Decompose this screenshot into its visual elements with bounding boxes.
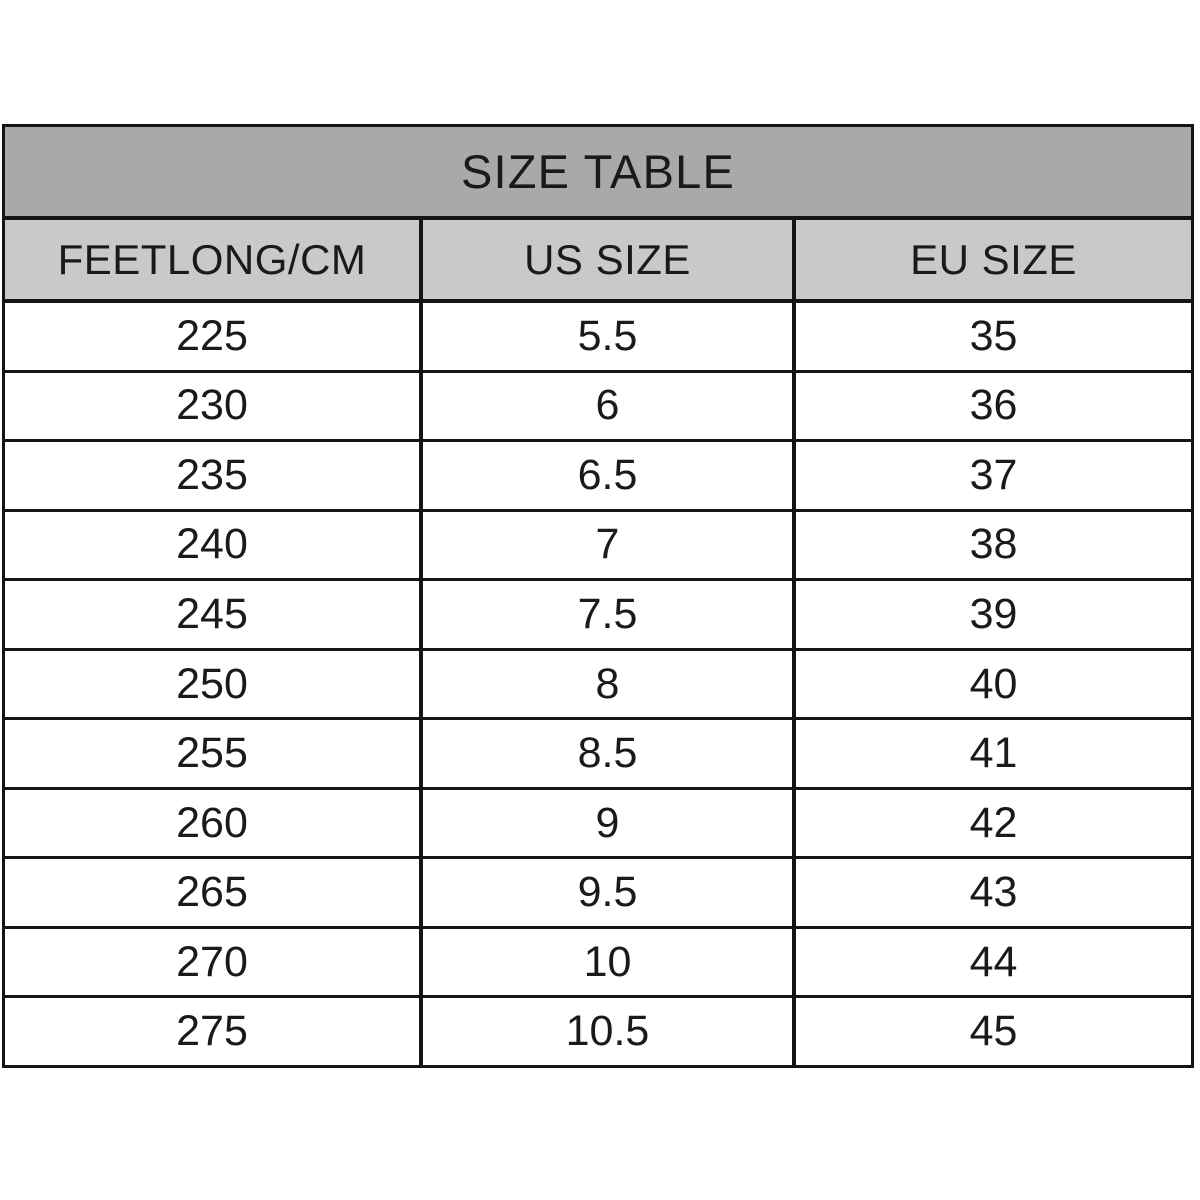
table-row: 270 10 44 xyxy=(5,928,1191,999)
column-header-label: FEETLONG/CM xyxy=(57,235,367,283)
cell-us-size: 9.5 xyxy=(423,859,796,926)
cell-feetlong-cm: 260 xyxy=(5,789,423,857)
cell-value: 39 xyxy=(969,589,1018,638)
cell-value: 6.5 xyxy=(577,450,638,499)
cell-feetlong-cm: 235 xyxy=(5,442,423,509)
cell-us-size: 7.5 xyxy=(423,581,796,648)
cell-feetlong-cm: 250 xyxy=(5,650,423,718)
table-title: SIZE TABLE xyxy=(460,145,736,198)
cell-value: 36 xyxy=(969,381,1018,430)
cell-eu-size: 42 xyxy=(796,790,1191,857)
column-header-feetlong-cm: FEETLONG/CM xyxy=(5,220,423,299)
table-row: 265 9.5 43 xyxy=(5,859,1191,929)
cell-value: 235 xyxy=(176,450,248,499)
column-header-us-size: US SIZE xyxy=(423,220,796,299)
cell-us-size: 9 xyxy=(423,789,796,857)
cell-value: 38 xyxy=(969,520,1018,569)
cell-eu-size: 38 xyxy=(796,512,1191,579)
cell-eu-size: 36 xyxy=(796,373,1191,440)
cell-value: 8 xyxy=(595,659,620,708)
cell-eu-size: 37 xyxy=(796,442,1191,509)
table-row: 225 5.5 35 xyxy=(5,303,1191,373)
cell-value: 35 xyxy=(969,311,1018,360)
cell-us-size: 5.5 xyxy=(423,303,796,370)
cell-value: 10.5 xyxy=(565,1007,650,1056)
cell-value: 44 xyxy=(969,937,1018,986)
cell-value: 270 xyxy=(176,937,248,986)
cell-value: 275 xyxy=(176,1007,248,1056)
cell-eu-size: 41 xyxy=(796,720,1191,787)
cell-eu-size: 39 xyxy=(796,581,1191,648)
table-header-row: FEETLONG/CM US SIZE EU SIZE xyxy=(5,220,1191,303)
column-header-eu-size: EU SIZE xyxy=(796,220,1191,299)
table-title-row: SIZE TABLE xyxy=(5,127,1191,220)
cell-value: 240 xyxy=(176,520,248,569)
cell-feetlong-cm: 245 xyxy=(5,581,423,648)
cell-value: 9 xyxy=(595,798,620,847)
table-row: 250 8 40 xyxy=(5,650,1191,721)
cell-value: 6 xyxy=(595,381,620,430)
cell-value: 5.5 xyxy=(577,311,638,360)
cell-value: 9.5 xyxy=(577,868,638,917)
cell-value: 250 xyxy=(176,659,248,708)
cell-value: 43 xyxy=(969,868,1018,917)
table-row: 245 7.5 39 xyxy=(5,581,1191,651)
cell-value: 245 xyxy=(176,589,248,638)
column-header-label: US SIZE xyxy=(524,235,691,283)
table-row: 240 7 38 xyxy=(5,511,1191,582)
table-row: 235 6.5 37 xyxy=(5,442,1191,512)
cell-eu-size: 45 xyxy=(796,998,1191,1065)
cell-value: 45 xyxy=(969,1007,1018,1056)
cell-value: 7 xyxy=(595,520,620,569)
cell-feetlong-cm: 255 xyxy=(5,720,423,787)
cell-value: 225 xyxy=(176,311,248,360)
table-body: 225 5.5 35 230 6 36 xyxy=(5,303,1191,1066)
cell-eu-size: 43 xyxy=(796,859,1191,926)
table-row: 275 10.5 45 xyxy=(5,998,1191,1066)
cell-value: 255 xyxy=(176,729,248,778)
cell-us-size: 8 xyxy=(423,650,796,718)
cell-value: 7.5 xyxy=(577,589,638,638)
cell-value: 41 xyxy=(969,729,1018,778)
cell-value: 10 xyxy=(583,937,632,986)
cell-eu-size: 35 xyxy=(796,303,1191,370)
cell-feetlong-cm: 230 xyxy=(5,372,423,440)
cell-value: 42 xyxy=(969,798,1018,847)
cell-eu-size: 40 xyxy=(796,651,1191,718)
cell-us-size: 7 xyxy=(423,511,796,579)
size-table: SIZE TABLE FEETLONG/CM US SIZE EU SIZE 2… xyxy=(2,124,1194,1068)
cell-us-size: 6 xyxy=(423,372,796,440)
cell-us-size: 6.5 xyxy=(423,442,796,509)
table-row: 260 9 42 xyxy=(5,789,1191,860)
cell-feetlong-cm: 275 xyxy=(5,998,423,1066)
cell-us-size: 10.5 xyxy=(423,998,796,1066)
cell-eu-size: 44 xyxy=(796,929,1191,996)
cell-value: 260 xyxy=(176,798,248,847)
cell-us-size: 10 xyxy=(423,928,796,996)
cell-value: 8.5 xyxy=(577,729,638,778)
cell-feetlong-cm: 240 xyxy=(5,511,423,579)
cell-feetlong-cm: 265 xyxy=(5,859,423,926)
cell-value: 265 xyxy=(176,868,248,917)
column-header-label: EU SIZE xyxy=(910,235,1077,283)
cell-value: 230 xyxy=(176,381,248,430)
table-row: 230 6 36 xyxy=(5,372,1191,443)
cell-value: 40 xyxy=(969,659,1018,708)
cell-feetlong-cm: 270 xyxy=(5,928,423,996)
cell-us-size: 8.5 xyxy=(423,720,796,787)
cell-value: 37 xyxy=(969,450,1018,499)
cell-feetlong-cm: 225 xyxy=(5,303,423,370)
table-row: 255 8.5 41 xyxy=(5,720,1191,790)
